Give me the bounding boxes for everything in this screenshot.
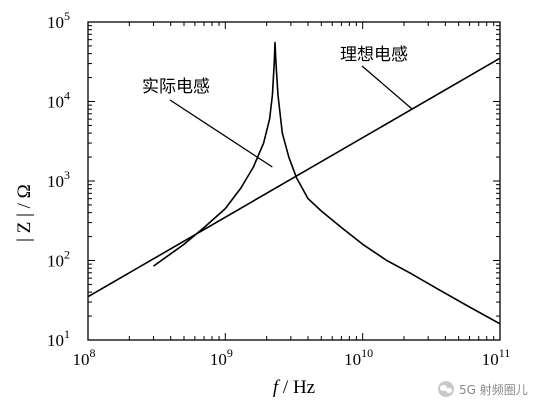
x-tick-label-exponent: 9 xyxy=(227,346,233,360)
x-tick-label: 109 xyxy=(210,346,233,369)
y-tick-label: 101 xyxy=(47,327,70,350)
y-tick-label-exponent: 5 xyxy=(64,9,70,23)
x-tick-label: 108 xyxy=(73,346,96,369)
x-axis-label-symbol: f xyxy=(273,377,281,398)
wechat-icon xyxy=(438,381,454,397)
y-tick-label-exponent: 1 xyxy=(64,327,70,341)
y-tick-label: 103 xyxy=(47,168,70,191)
y-axis-label: | Z | / Ω xyxy=(14,184,35,242)
series-line-real xyxy=(153,41,501,325)
annotation-real-inductor: 实际电感 xyxy=(142,77,210,97)
x-tick-label-exponent: 11 xyxy=(499,346,511,360)
y-tick-label-base: 10 xyxy=(47,172,64,191)
x-tick-label-base: 10 xyxy=(482,350,499,369)
y-tick-label-base: 10 xyxy=(47,331,64,350)
annotation-ideal-inductor-leader xyxy=(361,65,413,110)
series-layer xyxy=(87,41,501,325)
axis-ticks xyxy=(87,21,501,341)
y-tick-label-exponent: 2 xyxy=(64,248,70,262)
annotation-layer: 实际电感 理想电感 xyxy=(142,45,413,168)
watermark: 5G 射频圈儿 xyxy=(438,378,548,400)
plot-frame xyxy=(87,21,501,341)
y-tick-label-base: 10 xyxy=(47,93,64,112)
y-tick-label: 104 xyxy=(47,89,70,112)
y-tick-label: 105 xyxy=(47,9,70,32)
series-line-ideal xyxy=(87,57,501,298)
y-tick-label-base: 10 xyxy=(47,252,64,271)
x-tick-label: 1010 xyxy=(344,346,373,369)
annotation-real-inductor-leader xyxy=(169,99,273,168)
y-tick-label: 102 xyxy=(47,248,70,271)
x-tick-label-base: 10 xyxy=(73,350,90,369)
y-tick-label-exponent: 4 xyxy=(64,89,70,103)
annotation-ideal-inductor: 理想电感 xyxy=(340,45,408,65)
x-tick-label-exponent: 10 xyxy=(361,346,373,360)
y-tick-label-base: 10 xyxy=(47,13,64,32)
watermark-text: 5G 射频圈儿 xyxy=(459,382,528,397)
x-tick-label-base: 10 xyxy=(210,350,227,369)
x-tick-label-base: 10 xyxy=(344,350,361,369)
y-tick-label-exponent: 3 xyxy=(64,168,70,182)
x-tick-label-exponent: 8 xyxy=(90,346,96,360)
x-axis-label-unit: / Hz xyxy=(278,377,315,398)
x-tick-label: 1011 xyxy=(482,346,511,369)
x-axis-label: f / Hz xyxy=(273,377,315,398)
